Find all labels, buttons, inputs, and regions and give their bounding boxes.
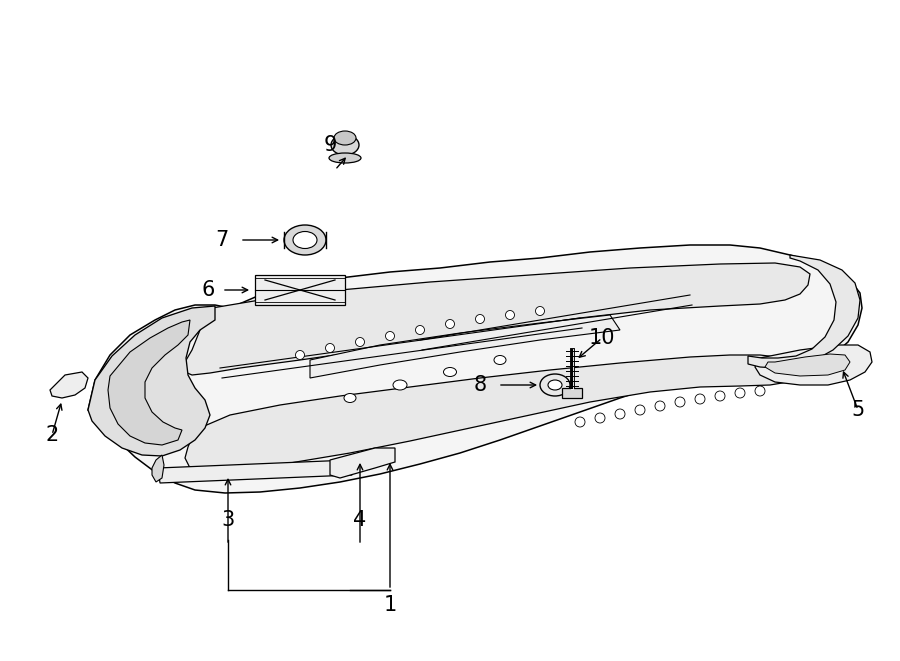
Circle shape [536,307,544,315]
Text: 8: 8 [473,375,487,395]
Text: 10: 10 [589,328,616,348]
Ellipse shape [334,131,356,145]
Circle shape [735,388,745,398]
Ellipse shape [284,225,326,255]
Text: 2: 2 [45,425,58,445]
Circle shape [295,350,304,360]
Ellipse shape [331,135,359,155]
Circle shape [675,397,685,407]
Polygon shape [185,355,805,472]
Ellipse shape [444,368,456,377]
Text: 5: 5 [851,400,865,420]
Circle shape [446,319,454,329]
Ellipse shape [344,393,356,403]
Circle shape [416,325,425,334]
Text: 9: 9 [323,135,337,155]
Polygon shape [330,448,395,478]
Text: 1: 1 [383,595,397,615]
Polygon shape [310,315,620,378]
Ellipse shape [329,153,361,163]
Text: 4: 4 [354,510,366,530]
Circle shape [655,401,665,411]
Circle shape [385,332,394,340]
Polygon shape [765,354,850,376]
Polygon shape [185,263,810,375]
Polygon shape [88,245,862,493]
Polygon shape [748,255,860,368]
Circle shape [595,413,605,423]
Polygon shape [755,345,872,385]
Polygon shape [108,320,190,445]
Circle shape [475,315,484,323]
Polygon shape [158,460,352,483]
Text: 3: 3 [221,510,235,530]
FancyBboxPatch shape [562,388,582,398]
Circle shape [575,417,585,427]
Ellipse shape [494,356,506,364]
Text: 7: 7 [215,230,229,250]
Circle shape [695,394,705,404]
Circle shape [615,409,625,419]
Ellipse shape [548,380,562,390]
Circle shape [326,344,335,352]
Polygon shape [50,372,88,398]
Circle shape [506,311,515,319]
Ellipse shape [540,374,570,396]
Circle shape [715,391,725,401]
Circle shape [755,386,765,396]
Circle shape [635,405,645,415]
Polygon shape [255,275,345,305]
Ellipse shape [293,231,317,249]
Circle shape [356,338,364,346]
Ellipse shape [393,380,407,390]
Polygon shape [88,306,215,456]
Polygon shape [152,455,164,482]
Text: 6: 6 [202,280,215,300]
